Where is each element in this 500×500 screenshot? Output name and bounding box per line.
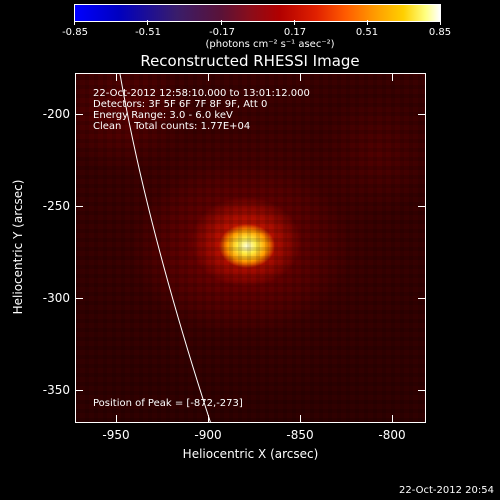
colorbar-tick (367, 20, 368, 25)
colorbar-units: (photons cm⁻² s⁻¹ asec⁻²) (205, 39, 335, 50)
clean-pixel-pattern (76, 74, 425, 422)
plot-timestamp: 22-Oct-2012 20:54 (399, 485, 494, 496)
y-tick (75, 298, 83, 299)
x-tick-label: -850 (286, 428, 314, 442)
colorbar-tick (147, 20, 148, 25)
x-tick (116, 415, 117, 423)
y-tick-label: -300 (42, 291, 70, 305)
y-tick (418, 206, 426, 207)
colorbar-tick (221, 20, 222, 25)
colorbar-tick-label: -0.51 (135, 27, 161, 38)
colorbar-tick-label: -0.17 (209, 27, 235, 38)
y-tick (418, 390, 426, 391)
info-energy: Energy Range: 3.0 - 6.0 keV (93, 110, 233, 121)
image-title: Reconstructed RHESSI Image (140, 52, 360, 70)
colorbar-tick (74, 20, 75, 25)
colorbar (74, 4, 441, 22)
colorbar-tick-label: -0.85 (62, 27, 88, 38)
info-detectors: Detectors: 3F 5F 6F 7F 8F 9F, Att 0 (93, 99, 268, 110)
y-tick (418, 298, 426, 299)
info-time: 22-Oct-2012 12:58:10.000 to 13:01:12.000 (93, 88, 310, 99)
y-tick-label: -200 (42, 107, 70, 121)
x-tick (116, 73, 117, 81)
rhessi-image: 22-Oct-2012 12:58:10.000 to 13:01:12.000… (75, 73, 426, 423)
y-tick (75, 390, 83, 391)
colorbar-tick (294, 20, 295, 25)
y-tick (75, 114, 83, 115)
y-tick (75, 206, 83, 207)
y-axis-title: Heliocentric Y (arcsec) (11, 179, 25, 315)
solar-limb (119, 74, 211, 422)
x-tick (300, 415, 301, 423)
colorbar-tick (440, 20, 441, 25)
x-tick-label: -950 (102, 428, 130, 442)
y-tick-label: -350 (42, 383, 70, 397)
flare-intensity-map (76, 74, 425, 422)
x-tick (392, 73, 393, 81)
x-tick-label: -900 (194, 428, 222, 442)
x-axis-title: Heliocentric X (arcsec) (182, 447, 319, 461)
x-tick (392, 415, 393, 423)
colorbar-tick-label: 0.85 (428, 27, 452, 38)
colorbar-tick-label: 0.51 (355, 27, 379, 38)
x-tick (300, 73, 301, 81)
y-tick-label: -250 (42, 199, 70, 213)
colorbar-tick-label: 0.17 (283, 27, 307, 38)
y-tick (418, 114, 426, 115)
x-tick-label: -800 (378, 428, 406, 442)
peak-position: Position of Peak = [-872,-273] (93, 398, 243, 409)
x-tick (208, 73, 209, 81)
info-clean: Clean Total counts: 1.77E+04 (93, 121, 251, 132)
x-tick (208, 415, 209, 423)
